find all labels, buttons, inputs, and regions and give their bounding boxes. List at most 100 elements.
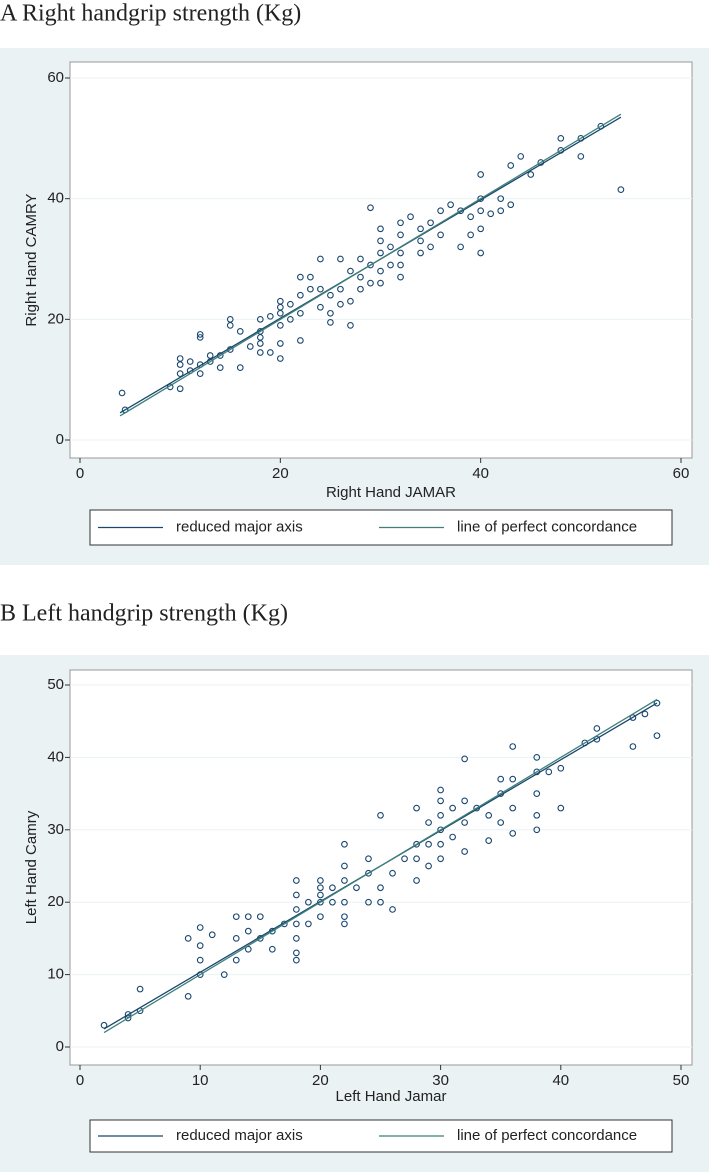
data-point — [256, 315, 264, 323]
data-point — [287, 300, 294, 308]
data-point — [305, 920, 312, 928]
data-point — [287, 315, 294, 323]
data-point — [367, 261, 374, 269]
data-point — [220, 971, 228, 978]
data-point — [377, 279, 384, 287]
data-point — [176, 385, 184, 393]
data-point — [413, 855, 420, 863]
data-point — [497, 775, 505, 783]
chart-panel: A Right handgrip strength (Kg) 0 20 40 60 0 20… — [0, 1, 709, 565]
data-point — [487, 210, 495, 218]
data-point — [577, 153, 585, 160]
data-point — [276, 297, 284, 305]
x-tick-label: 40 — [552, 1072, 569, 1089]
data-point — [425, 819, 432, 826]
data-point — [353, 884, 360, 892]
data-point — [337, 300, 344, 308]
data-point — [533, 790, 541, 797]
data-point — [509, 743, 517, 750]
data-point — [367, 279, 374, 287]
data-point — [437, 855, 444, 863]
data-point — [293, 891, 300, 899]
data-point — [389, 906, 396, 913]
data-point — [653, 732, 661, 740]
data-point — [268, 945, 276, 953]
data-point — [377, 267, 384, 275]
data-point — [206, 352, 214, 359]
data-point — [593, 725, 601, 732]
data-point — [317, 303, 324, 311]
data-point — [557, 764, 565, 772]
chart-title: B Left handgrip strength (Kg) — [0, 601, 288, 627]
data-point — [136, 985, 144, 993]
data-point — [365, 855, 372, 863]
data-point — [196, 924, 204, 931]
data-point — [266, 312, 274, 320]
data-point — [329, 898, 336, 906]
data-point — [365, 898, 372, 906]
data-point — [377, 237, 384, 245]
data-point — [397, 231, 404, 239]
data-point — [377, 898, 384, 906]
y-tick-label: 60 — [47, 69, 64, 86]
data-point — [485, 811, 493, 819]
data-point — [377, 811, 384, 819]
data-point — [477, 171, 485, 178]
data-point — [653, 699, 661, 707]
data-point — [196, 331, 204, 338]
data-point — [617, 186, 625, 193]
x-tick-label: 40 — [472, 465, 489, 482]
data-point — [293, 877, 300, 884]
data-point — [246, 343, 254, 350]
data-point — [497, 195, 505, 203]
y-axis-label: Right Hand CAMRY — [23, 193, 40, 326]
data-point — [317, 884, 324, 892]
y-tick-label: 20 — [47, 310, 64, 327]
data-point — [425, 862, 432, 870]
data-point — [317, 255, 324, 263]
data-point — [256, 349, 264, 356]
data-point — [208, 931, 216, 939]
data-point — [467, 213, 475, 221]
data-point — [297, 291, 304, 299]
data-point — [533, 754, 541, 761]
legend-label: reduced major axis — [176, 518, 303, 535]
data-point — [347, 267, 354, 275]
chart-panel: B Left handgrip strength (Kg) 0 10 20 30 40 50… — [0, 601, 709, 1172]
data-point — [557, 134, 565, 142]
data-point — [407, 213, 414, 221]
data-point — [184, 935, 192, 942]
legend-label: reduced major axis — [176, 1127, 303, 1144]
data-point — [184, 992, 192, 1000]
data-point — [377, 225, 384, 233]
data-point — [327, 309, 334, 317]
data-point — [244, 945, 252, 953]
data-point — [186, 358, 194, 365]
data-point — [447, 201, 454, 209]
data-point — [293, 906, 300, 913]
data-point — [629, 743, 637, 750]
data-point — [437, 797, 444, 805]
data-point — [437, 786, 444, 794]
data-point — [437, 826, 444, 834]
data-point — [347, 297, 354, 305]
data-point — [507, 201, 515, 209]
x-tick-label: 10 — [192, 1072, 209, 1089]
data-point — [477, 207, 485, 215]
data-point — [449, 804, 456, 812]
data-point — [437, 811, 444, 819]
data-point — [341, 840, 348, 848]
y-tick-label: 0 — [56, 1038, 64, 1055]
y-tick-label: 20 — [47, 893, 64, 910]
data-point — [497, 819, 505, 826]
x-axis-label: Right Hand JAMAR — [326, 484, 456, 501]
data-point — [236, 364, 244, 371]
data-point — [341, 862, 348, 870]
data-point — [437, 840, 444, 848]
data-point — [461, 848, 468, 855]
data-point — [337, 285, 344, 293]
y-tick-label: 0 — [56, 431, 64, 448]
y-tick-label: 10 — [47, 966, 64, 983]
data-point — [327, 319, 334, 326]
data-point — [276, 322, 284, 329]
